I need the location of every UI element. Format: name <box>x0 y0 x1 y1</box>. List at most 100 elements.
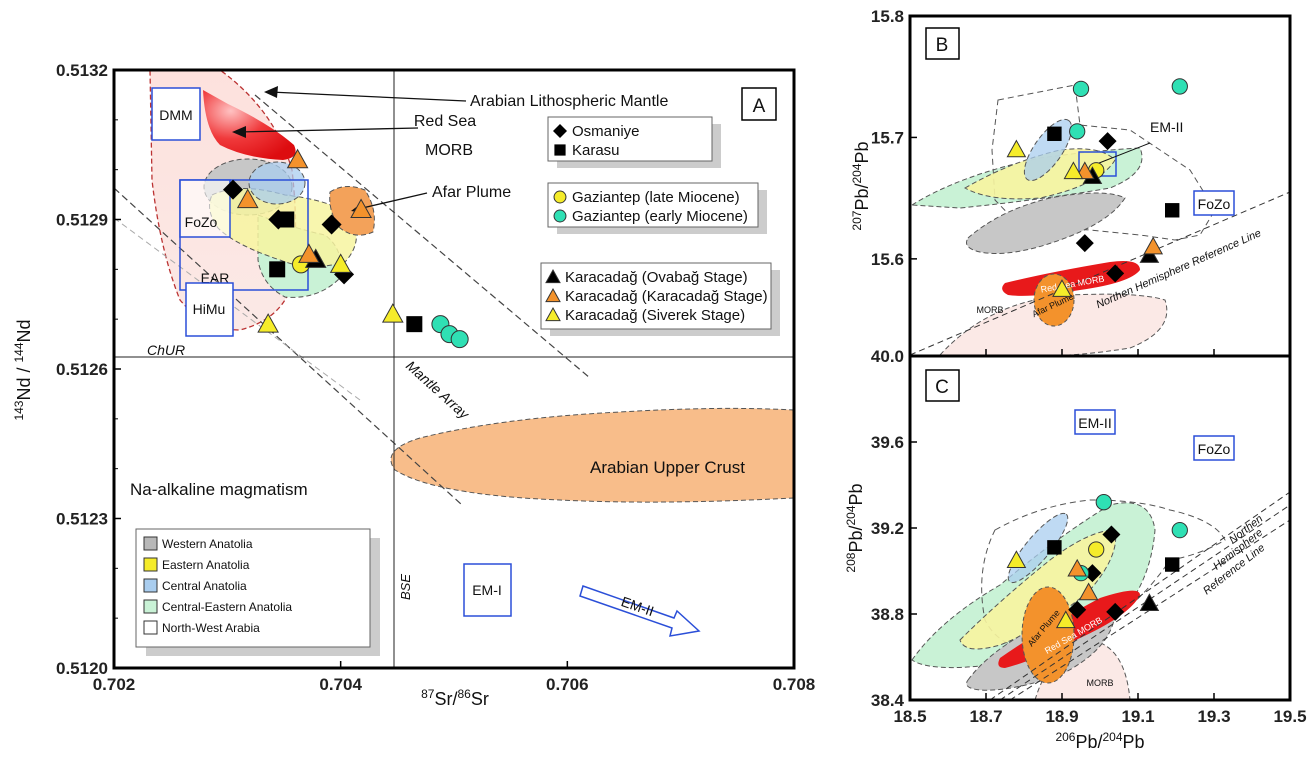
point-osmaniye <box>321 214 342 235</box>
arabian-upper-crust-field <box>390 407 795 503</box>
point-gaziantep-late-miocene <box>1088 541 1105 558</box>
red-sea-arrowhead <box>232 126 246 138</box>
x-tick-label: 0.702 <box>93 675 136 694</box>
panel-b-points <box>1006 78 1188 297</box>
point-gaziantep-early-miocene <box>1069 123 1086 140</box>
point-gaziantep-early-miocene <box>1072 80 1090 98</box>
legend-swatch-central-anatolia <box>143 578 158 593</box>
x-tick-label: 18.5 <box>893 707 926 726</box>
legend-swatch-central-eastern-anatolia <box>143 599 158 614</box>
panel-b-letter-box <box>925 27 960 60</box>
panel-c-ticks: 38.4 38.8 39.2 39.6 40.0 18.5 18.7 18.9 19.1 19.3… <box>871 347 1307 726</box>
c-fozo-box <box>1193 435 1235 461</box>
panel-c-ylabel: 208Pb/204Pb <box>844 483 866 572</box>
panel-a-xlabel: 87Sr/86Sr <box>421 687 489 709</box>
em1-box <box>463 563 512 617</box>
legend-label: Osmaniye <box>572 123 640 140</box>
point-karacada-siverek-stage <box>381 303 404 323</box>
b-morb-label: MORB <box>977 305 1004 315</box>
legend-fields-items: Western Anatolia Eastern Anatolia Central … <box>143 536 292 635</box>
point-gaziantep-early-miocene <box>450 330 469 349</box>
legend-label: Karacadağ (Siverek Stage) <box>565 307 745 324</box>
panel-c-xlabel: 206Pb/204Pb <box>1055 730 1144 752</box>
red-sea-morb-field <box>203 90 296 160</box>
em2-arrow <box>579 585 701 637</box>
arabian-upper-crust-label: Arabian Upper Crust <box>590 458 745 477</box>
mantle-array-faint-line <box>113 217 361 401</box>
ear-label: EAR <box>201 270 230 286</box>
bse-label: BSE <box>398 574 413 600</box>
c-morb-label: MORB <box>1087 678 1114 688</box>
central-anatolia-field <box>248 161 306 205</box>
y-tick-label: 15.7 <box>871 128 904 147</box>
panel-a-letter: A <box>753 96 766 117</box>
panel-c-letter: C <box>935 377 949 398</box>
legend-label: Gaziantep (late Miocene) <box>572 189 740 206</box>
legend-label: Karacadağ (Karacadağ Stage) <box>565 288 768 305</box>
panel-a: 0.5120 0.5123 0.5126 0.5129 0.5132 0.702 0.704… <box>12 61 815 709</box>
panel-c-points <box>1006 494 1188 629</box>
c-nhrl-line-1 <box>989 491 1291 701</box>
na-alkaline-label: Na-alkaline magmatism <box>130 480 308 499</box>
point-karacada-karacada-stage <box>236 188 259 209</box>
arabian-litho-arrowhead <box>264 86 278 98</box>
legend-label: Gaziantep (early Miocene) <box>572 208 748 225</box>
legend-swatch-western-anatolia <box>143 536 158 551</box>
legend-field-label: Eastern Anatolia <box>162 558 250 572</box>
mantle-array-label: Mantle Array <box>403 357 473 422</box>
y-tick-label: 38.4 <box>871 691 905 710</box>
arabian-litho-arrow <box>269 91 467 102</box>
x-tick-label: 18.7 <box>969 707 1002 726</box>
afar-arrow <box>357 192 428 210</box>
legend-swatch-north-west-arabia <box>143 620 158 635</box>
legend-marker-gaziantep-late-miocene <box>553 190 567 204</box>
point-karacada-karacada-stage <box>286 148 309 169</box>
legend-2 <box>547 182 759 228</box>
c-fozo-label: FoZo <box>1198 441 1231 457</box>
point-osmaniye <box>1083 564 1102 583</box>
c-morb-field <box>1034 639 1131 701</box>
b-em2-pointer <box>1093 142 1151 166</box>
fozo-label: FoZo <box>185 214 218 230</box>
point-karacada-siverek-stage <box>1055 610 1076 629</box>
legend-field-label: North-West Arabia <box>162 621 260 635</box>
y-tick-label: 15.8 <box>871 7 904 26</box>
himu-label: HiMu <box>193 301 226 317</box>
panel-c: 38.4 38.8 39.2 39.6 40.0 18.5 18.7 18.9 19.1 19.3… <box>844 347 1307 752</box>
panel-a-ticks: 0.5120 0.5123 0.5126 0.5129 0.5132 0.702 0.704… <box>56 61 815 694</box>
x-tick-label: 18.9 <box>1045 707 1078 726</box>
panel-a-ylabel: 143Nd / 144Nd <box>12 319 34 420</box>
legend-3 <box>540 262 772 330</box>
point-karacada-karacada-stage <box>298 243 320 263</box>
point-karacada-karacada-stage <box>350 198 372 219</box>
legend-fields <box>135 528 371 648</box>
y-tick-label: 0.5120 <box>56 659 108 678</box>
point-osmaniye <box>1106 264 1125 283</box>
x-tick-label: 0.708 <box>773 675 816 694</box>
panel-b: 15.615.715.8 EM-II FoZo Red Sea MORB Afa… <box>850 7 1292 358</box>
point-gaziantep-early-miocene <box>1095 494 1112 511</box>
legend-marker-karacada-ovaba-stage <box>545 268 561 284</box>
b-nw-arabia-field <box>991 84 1216 241</box>
dmm-label: DMM <box>159 107 192 123</box>
point-karacada-siverek-stage <box>1063 161 1084 180</box>
point-karasu <box>1165 557 1180 572</box>
x-tick-label: 0.706 <box>546 675 589 694</box>
legend-marker-gaziantep-early-miocene <box>553 209 567 223</box>
point-osmaniye <box>1098 132 1117 151</box>
point-karacada-karacada-stage <box>1078 582 1099 601</box>
arabian-litho-label: Arabian Lithospheric Mantle <box>470 93 668 110</box>
y-tick-label: 0.5126 <box>56 360 108 379</box>
point-karacada-karacada-stage <box>1143 236 1164 255</box>
y-tick-label: 0.5132 <box>56 61 108 80</box>
y-tick-label: 15.6 <box>871 250 904 269</box>
y-tick-label: 39.6 <box>871 433 904 452</box>
b-western-field <box>966 192 1126 254</box>
point-osmaniye <box>1106 602 1125 621</box>
panel-a-points <box>223 148 469 349</box>
point-osmaniye <box>1075 234 1094 253</box>
red-sea-arrow <box>237 127 419 133</box>
point-karasu <box>406 316 423 333</box>
panel-b-letter: B <box>936 35 949 56</box>
y-tick-label: 40.0 <box>871 347 904 366</box>
